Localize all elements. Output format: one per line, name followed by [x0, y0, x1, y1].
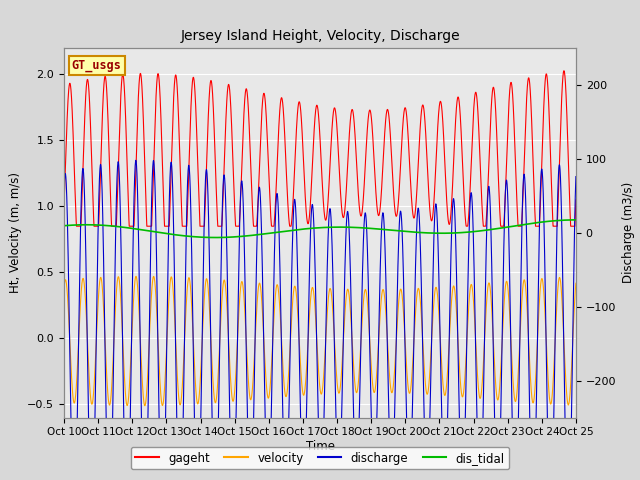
- X-axis label: Time: Time: [305, 440, 335, 453]
- Legend: gageht, velocity, discharge, dis_tidal: gageht, velocity, discharge, dis_tidal: [131, 447, 509, 469]
- Y-axis label: Discharge (m3/s): Discharge (m3/s): [622, 182, 635, 283]
- Y-axis label: Ht, Velocity (m, m/s): Ht, Velocity (m, m/s): [9, 172, 22, 293]
- Title: Jersey Island Height, Velocity, Discharge: Jersey Island Height, Velocity, Discharg…: [180, 29, 460, 43]
- Text: GT_usgs: GT_usgs: [72, 59, 122, 72]
